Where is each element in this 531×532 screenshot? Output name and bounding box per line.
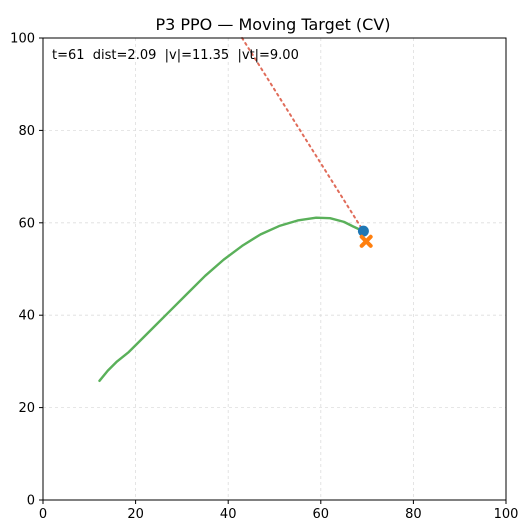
agent-trajectory-line xyxy=(98,216,365,383)
x-tick-label: 40 xyxy=(220,507,237,522)
x-tick-label: 0 xyxy=(39,507,47,522)
series-layer xyxy=(98,37,365,383)
x-tick-label: 20 xyxy=(127,507,144,522)
x-tick-label: 60 xyxy=(313,507,330,522)
plot-frame xyxy=(42,37,507,501)
target-path-line xyxy=(241,37,365,233)
y-tick-label: 40 xyxy=(18,309,35,324)
y-tick-label: 80 xyxy=(18,124,35,139)
y-tick-label: 100 xyxy=(10,32,35,47)
x-tick-label: 80 xyxy=(405,507,422,522)
agent-marker xyxy=(357,225,369,237)
grid xyxy=(42,37,507,501)
axis-ticks: 0 20 40 60 80 100 0 20 40 60 80 100 xyxy=(10,32,518,523)
target-marker-stroke xyxy=(359,234,373,248)
y-tick-label: 60 xyxy=(18,216,35,231)
x-tick-label: 100 xyxy=(494,507,519,522)
y-tick-label: 0 xyxy=(27,494,35,509)
y-tick-label: 20 xyxy=(18,401,35,416)
marker-layer xyxy=(357,225,373,248)
status-annotation: t=61 dist=2.09 |v|=11.35 |vt|=9.00 xyxy=(52,48,299,63)
chart-title: P3 PPO — Moving Target (CV) xyxy=(155,15,390,34)
target-marker xyxy=(359,234,373,248)
